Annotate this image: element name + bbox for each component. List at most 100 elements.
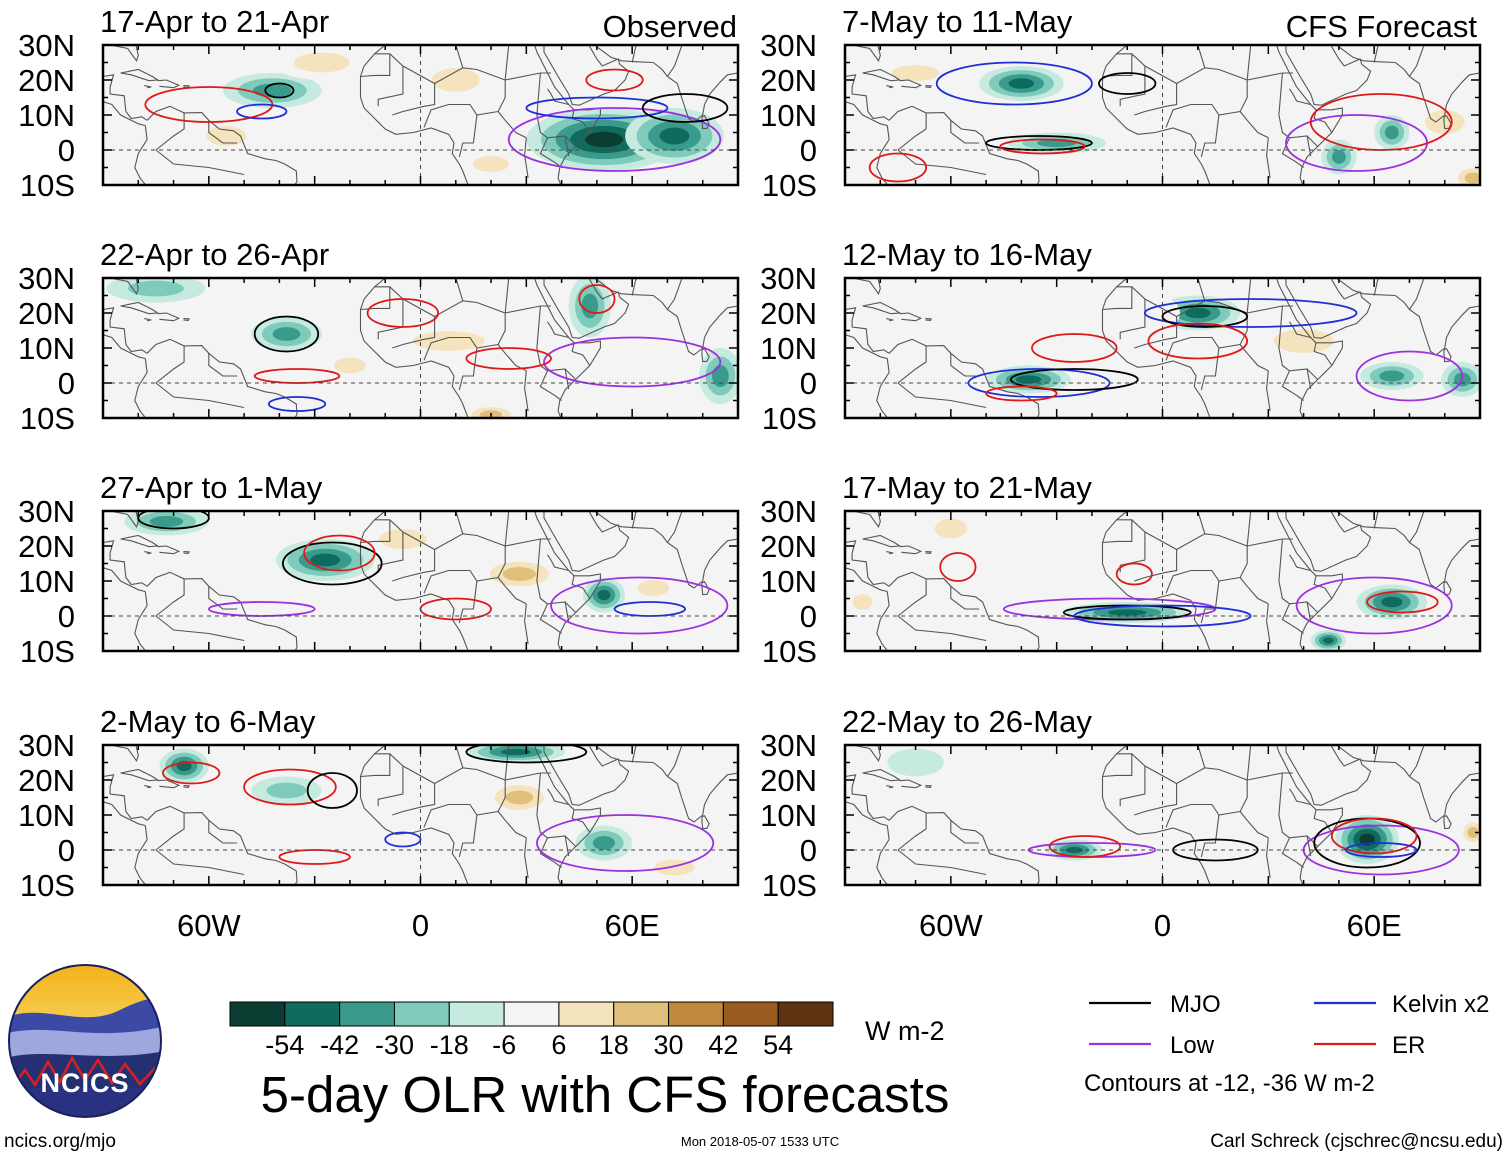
- coastline-path: [524, 370, 529, 412]
- olr-anomaly-positive: [413, 59, 499, 101]
- legend-item-low: Low: [1089, 1032, 1215, 1059]
- y-tick-label: 20N: [760, 63, 817, 98]
- olr-anomaly-shade: [1065, 846, 1083, 854]
- coastlines: [103, 745, 738, 885]
- coastline-path: [103, 540, 148, 587]
- y-tick-label: 10S: [762, 401, 817, 436]
- map-content: [103, 45, 738, 185]
- coastline-path: [1101, 511, 1128, 543]
- coastline-path: [631, 511, 638, 529]
- olr-anomaly-shade: [1379, 370, 1405, 382]
- map-content: [845, 278, 1480, 418]
- coastline-path: [146, 805, 298, 885]
- coastline-path: [950, 586, 980, 610]
- coastline-path: [505, 305, 551, 314]
- coastline-path: [1289, 788, 1311, 806]
- colorbar-swatch: [503, 1001, 560, 1027]
- coastline-path: [504, 45, 510, 81]
- coastline-path: [1281, 603, 1304, 634]
- colorbar-swatch: [284, 1001, 341, 1027]
- coastline-path: [1285, 745, 1372, 806]
- contour-er: [1147, 322, 1249, 360]
- coastline-path: [1165, 803, 1241, 828]
- coastline-path: [1200, 114, 1220, 158]
- coastline-path: [1134, 765, 1178, 816]
- coastline-path: [1278, 72, 1312, 157]
- ncics-logo: NCICS: [8, 964, 162, 1118]
- coastline-path: [851, 278, 881, 295]
- coastline-path: [1200, 580, 1220, 624]
- olr-anomaly-shade: [712, 364, 729, 388]
- coastline-path: [1246, 278, 1252, 314]
- coastline-path: [576, 658, 595, 683]
- y-tick-label: 30N: [18, 728, 75, 763]
- coastline-path: [1200, 347, 1220, 391]
- coastline-path: [1176, 533, 1269, 605]
- coastline-path: [524, 603, 529, 645]
- contour-low: [543, 336, 722, 388]
- coastline-path: [547, 788, 569, 806]
- coastline-path: [1408, 511, 1425, 543]
- coastline-path: [1119, 286, 1146, 340]
- coastline-path: [888, 571, 1040, 651]
- olr-anomaly-negative: [887, 748, 944, 777]
- panel-period-title: 17-Apr to 21-Apr: [100, 4, 329, 39]
- colorbar-tick-label: 6: [551, 1030, 566, 1060]
- coastline-path: [434, 300, 527, 372]
- coastline-path: [377, 53, 404, 107]
- y-tick-label: 10N: [760, 798, 817, 833]
- olr-anomaly-shade: [128, 280, 184, 297]
- olr-anomaly-shade: [502, 567, 536, 581]
- colorbar-swatch: [558, 1001, 615, 1027]
- y-tick-label: 10S: [20, 868, 75, 903]
- coastline-path: [208, 586, 238, 610]
- olr-anomaly-negative: [1321, 139, 1357, 175]
- coastline-path: [1165, 336, 1241, 361]
- contour-low: [1355, 350, 1464, 402]
- coastline-path: [845, 101, 888, 127]
- coastline-path: [1443, 814, 1452, 830]
- footer-website-link[interactable]: ncics.org/mjo: [4, 1131, 116, 1152]
- map-content: [103, 511, 738, 683]
- olr-anomaly-shade: [1184, 307, 1211, 319]
- coastline-path: [886, 318, 894, 322]
- coastline-path: [183, 85, 190, 88]
- olr-anomaly-positive: [1250, 320, 1357, 362]
- coastline-path: [897, 849, 987, 876]
- olr-anomaly-shade: [293, 52, 350, 73]
- olr-anomaly-positive: [1458, 818, 1480, 847]
- coastline-path: [1200, 814, 1220, 858]
- colorbar-tick-label: 18: [599, 1030, 629, 1060]
- olr-anomaly-shade: [1424, 110, 1465, 134]
- y-tick-label: 0: [58, 133, 75, 168]
- contour-er: [585, 68, 644, 92]
- y-tick-label: 30N: [760, 494, 817, 529]
- coastline-path: [1101, 97, 1211, 185]
- olr-anomaly-negative: [159, 748, 209, 784]
- coastline-path: [1443, 347, 1452, 363]
- colorbar-units-label: W m-2: [865, 1016, 944, 1046]
- coastlines: [845, 45, 1480, 185]
- coastline-path: [359, 45, 386, 77]
- coastline-path: [524, 837, 529, 879]
- colorbar-swatch: [229, 1001, 286, 1027]
- coastline-path: [504, 745, 510, 781]
- coastline-path: [1408, 278, 1425, 310]
- contour-er: [366, 298, 440, 328]
- olr-anomaly-shade: [412, 331, 485, 351]
- coastline-path: [666, 278, 683, 310]
- coastline-path: [897, 382, 987, 409]
- y-tick-label: 20N: [760, 763, 817, 798]
- y-tick-label: 0: [58, 366, 75, 401]
- contour-mjo: [465, 745, 588, 764]
- contour-er: [1366, 590, 1439, 614]
- coastline-path: [539, 137, 562, 168]
- coastline-path: [576, 425, 595, 450]
- legend-item-kelvin-x2: Kelvin x2: [1314, 991, 1489, 1018]
- coastline-path: [146, 105, 298, 185]
- coastline-path: [564, 368, 577, 380]
- contour-er: [1048, 835, 1122, 858]
- coastline-path: [103, 567, 146, 593]
